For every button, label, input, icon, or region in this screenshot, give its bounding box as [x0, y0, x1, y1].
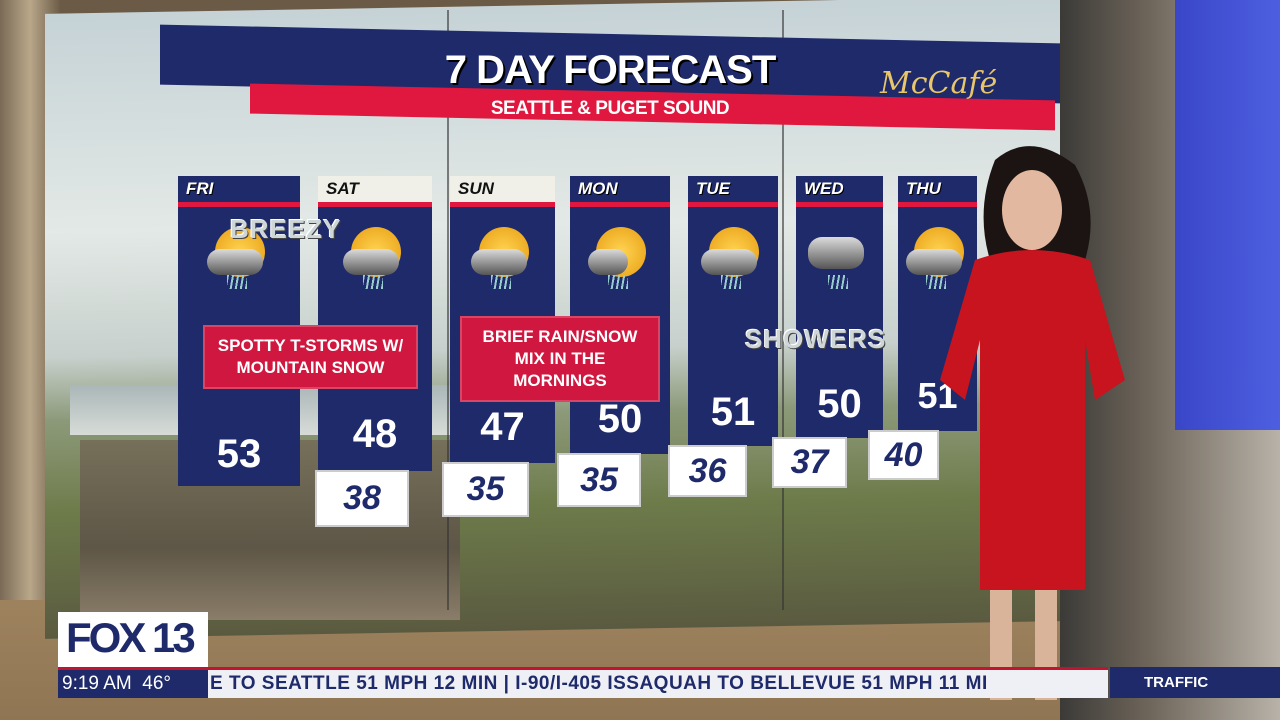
- high-temp: 50: [817, 382, 862, 426]
- meteorologist-presenter: [940, 146, 1125, 700]
- low-temp-thu: 40: [868, 430, 939, 480]
- low-temp-wed: 37: [772, 437, 847, 488]
- current-temp: 46°: [142, 673, 172, 694]
- note-rain-snow-mix: BRIEF RAIN/SNOW MIX IN THE MORNINGS: [460, 316, 660, 402]
- breezy-label: BREEZY: [230, 214, 342, 244]
- low-temp-sat: 38: [315, 470, 409, 527]
- high-temp: 50: [597, 397, 643, 441]
- showers-label: SHOWERS: [745, 324, 887, 354]
- ticker-accent: [58, 667, 1108, 671]
- day-panel: 51: [688, 202, 778, 446]
- sun-thunderstorm-icon: [207, 227, 271, 289]
- high-temp: 47: [480, 405, 525, 449]
- day-column-wed: WED 50: [796, 176, 883, 438]
- video-wall-seam: [782, 10, 784, 610]
- current-time: 9:19 AM: [62, 673, 132, 694]
- ticker-crawl: E TO SEATTLE 51 MPH 12 MIN | I-90/I-405 …: [208, 670, 1108, 698]
- day-label: WED: [796, 176, 883, 202]
- day-panel: 50: [796, 202, 883, 438]
- sun-rain-snow-icon: [470, 227, 535, 289]
- day-column-mon: MON 50: [570, 176, 670, 454]
- high-temp: 48: [352, 412, 398, 456]
- ticker-category: TRAFFIC: [1110, 667, 1280, 698]
- low-temp-tue: 36: [668, 445, 747, 497]
- studio-blue-screen: [1175, 0, 1280, 430]
- high-temp: 51: [710, 390, 756, 434]
- forecast-title: 7 DAY FORECAST: [444, 48, 777, 92]
- video-wall-seam: [447, 10, 449, 610]
- day-label: FRI: [178, 176, 300, 202]
- note-spotty-tstorms: SPOTTY T-STORMS W/ MOUNTAIN SNOW: [203, 325, 418, 389]
- cloud-showers-icon: [807, 227, 872, 289]
- sun-thunderstorm-icon: [343, 227, 407, 289]
- day-label: TUE: [688, 176, 778, 202]
- day-label: SAT: [318, 176, 432, 202]
- sun-showers-icon: [701, 227, 765, 289]
- sponsor-logo: McCafé: [880, 66, 998, 101]
- station-logo: FOX 13: [66, 614, 196, 661]
- station-logo-box: [58, 612, 208, 668]
- sun-showers-icon: [905, 227, 970, 289]
- day-label: THU: [898, 176, 977, 202]
- day-label: MON: [570, 176, 670, 202]
- low-temp-mon: 35: [557, 453, 641, 507]
- time-temp-box: 9:19 AM 46°: [58, 670, 208, 698]
- forecast-subtitle: SEATTLE & PUGET SOUND: [490, 98, 730, 119]
- day-label: SUN: [450, 176, 555, 202]
- low-temp-sun: 35: [442, 462, 529, 517]
- day-column-tue: TUE 51: [688, 176, 778, 446]
- high-temp: 53: [216, 432, 262, 476]
- sun-rain-snow-icon: [588, 227, 652, 289]
